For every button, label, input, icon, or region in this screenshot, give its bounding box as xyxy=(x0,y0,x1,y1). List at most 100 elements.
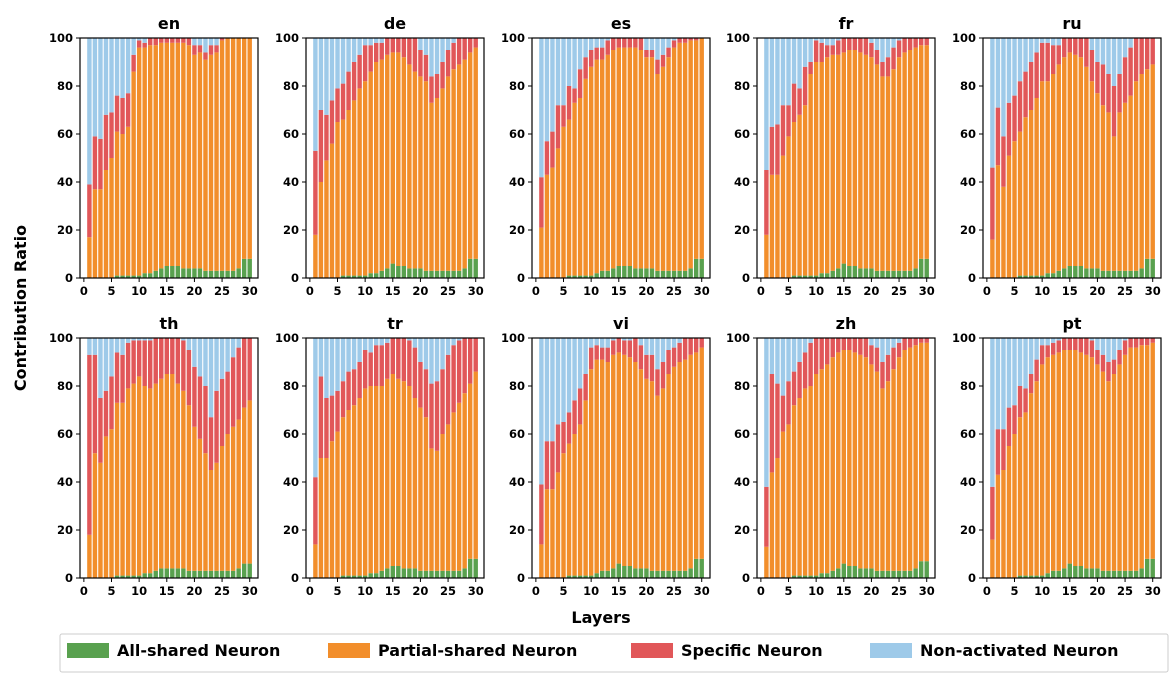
bar-specific xyxy=(379,345,384,386)
bar-all-shared xyxy=(142,573,147,578)
y-tick-label: 20 xyxy=(509,223,525,237)
bar-non-activated xyxy=(1001,338,1006,430)
legend: All-shared Neuron Partial-shared Neuron … xyxy=(59,633,1169,673)
bar-partial-shared xyxy=(869,364,874,569)
x-tick-label: 25 xyxy=(214,584,230,598)
x-tick-label: 30 xyxy=(919,284,935,298)
bar-specific xyxy=(87,184,92,238)
bar-specific xyxy=(456,38,462,65)
y-tick-label: 40 xyxy=(734,175,750,189)
bar-non-activated xyxy=(429,38,434,77)
bar-partial-shared xyxy=(869,57,874,269)
bar-all-shared xyxy=(368,573,373,578)
bar-all-shared xyxy=(633,568,638,578)
bar-non-activated xyxy=(995,38,1001,108)
bar-specific xyxy=(203,52,208,60)
bar-specific xyxy=(412,38,418,72)
bar-specific xyxy=(362,350,368,389)
bar-all-shared xyxy=(891,570,896,578)
y-tick-label: 100 xyxy=(952,31,976,45)
bar-non-activated xyxy=(313,338,318,478)
bar-partial-shared xyxy=(467,383,473,559)
bar-non-activated xyxy=(577,38,583,70)
bar-specific xyxy=(995,107,1001,166)
bar-specific xyxy=(913,38,918,48)
bar-non-activated xyxy=(346,38,351,72)
bar-partial-shared xyxy=(1056,64,1061,271)
bar-specific xyxy=(390,338,395,374)
bar-non-activated xyxy=(1006,338,1012,408)
bar-specific xyxy=(214,390,219,463)
bar-partial-shared xyxy=(396,378,401,566)
bar-all-shared xyxy=(230,270,236,278)
bar-partial-shared xyxy=(1128,95,1133,271)
bar-specific xyxy=(1028,374,1034,394)
bar-specific xyxy=(852,338,858,353)
bar-partial-shared xyxy=(429,102,434,271)
bar-non-activated xyxy=(819,38,824,43)
y-tick-label: 100 xyxy=(952,331,976,345)
bar-all-shared xyxy=(445,270,451,278)
bar-all-shared xyxy=(340,275,346,278)
bar-partial-shared xyxy=(638,50,644,269)
bar-non-activated xyxy=(362,38,368,46)
bar-specific xyxy=(153,338,158,384)
bar-non-activated xyxy=(544,338,550,442)
bar-non-activated xyxy=(780,38,786,106)
bar-specific xyxy=(627,340,633,358)
bar-partial-shared xyxy=(1067,52,1072,267)
panel-fr: 0 20 40 60 80 100 0 5 10 15 20 25 30 fr xyxy=(726,14,936,298)
bar-partial-shared xyxy=(153,45,158,271)
bar-all-shared xyxy=(451,570,456,578)
bar-specific xyxy=(473,38,478,48)
bar-specific xyxy=(555,105,561,149)
x-tick-label: 0 xyxy=(80,584,88,598)
bar-specific xyxy=(780,105,786,156)
bar-partial-shared xyxy=(175,42,181,266)
bar-all-shared xyxy=(401,568,407,578)
bar-specific xyxy=(1023,71,1028,118)
bar-partial-shared xyxy=(764,234,769,278)
bar-specific xyxy=(824,45,830,58)
bar-non-activated xyxy=(92,338,98,355)
bar-specific xyxy=(1039,345,1045,365)
bar-specific xyxy=(539,484,544,545)
bar-partial-shared xyxy=(896,57,902,271)
bar-non-activated xyxy=(340,338,346,382)
bar-partial-shared xyxy=(379,59,384,271)
bar-all-shared xyxy=(671,570,677,578)
bar-partial-shared xyxy=(583,78,588,276)
x-tick-label: 15 xyxy=(611,584,627,598)
x-tick-label: 10 xyxy=(583,584,599,598)
bar-specific xyxy=(159,338,164,379)
bar-partial-shared xyxy=(131,383,136,576)
bar-non-activated xyxy=(780,338,786,396)
bar-non-activated xyxy=(572,38,577,89)
bar-non-activated xyxy=(775,338,780,384)
bar-partial-shared xyxy=(824,57,830,274)
legend-label-non-activated: Non-activated Neuron xyxy=(920,641,1118,660)
bar-specific xyxy=(407,340,412,386)
bar-all-shared xyxy=(688,268,693,278)
bar-all-shared xyxy=(627,566,633,578)
bar-non-activated xyxy=(445,338,451,355)
bar-non-activated xyxy=(1045,338,1050,346)
bar-specific xyxy=(429,383,434,449)
bar-specific xyxy=(852,38,858,50)
bar-non-activated xyxy=(1056,338,1061,341)
axes-frame xyxy=(756,337,936,579)
bar-non-activated xyxy=(594,338,599,346)
bar-all-shared xyxy=(907,570,913,578)
bar-specific xyxy=(186,38,192,46)
bar-all-shared xyxy=(1095,568,1100,578)
bar-partial-shared xyxy=(197,438,203,571)
x-tick-label: 0 xyxy=(983,584,991,598)
bar-non-activated xyxy=(880,38,885,62)
bar-specific xyxy=(797,362,802,398)
bar-specific xyxy=(638,345,644,370)
bar-all-shared xyxy=(429,270,434,278)
bar-all-shared xyxy=(214,270,219,278)
bar-all-shared xyxy=(192,268,197,278)
bar-specific xyxy=(181,38,186,43)
bar-all-shared xyxy=(247,563,252,578)
